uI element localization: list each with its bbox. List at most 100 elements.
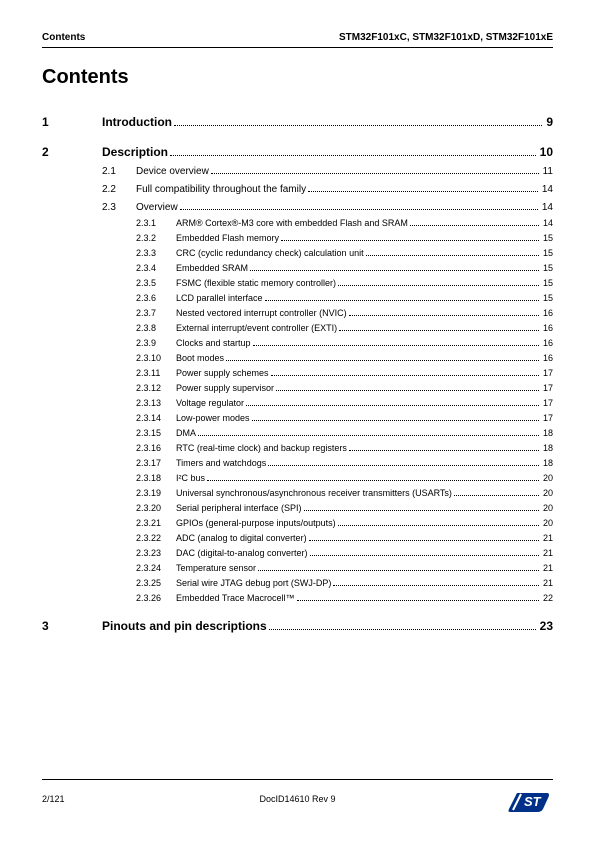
toc-entry-label-wrap: CRC (cyclic redundancy check) calculatio… (176, 248, 541, 258)
toc-entry[interactable]: 2.3.3CRC (cyclic redundancy check) calcu… (42, 248, 553, 258)
toc-entry-page: 16 (541, 308, 553, 318)
toc-entry-label: Power supply schemes (176, 368, 269, 378)
toc-leader-dots (339, 325, 539, 331)
toc-entry-number: 2.3.12 (136, 383, 176, 393)
toc-entry[interactable]: 2.3.7Nested vectored interrupt controlle… (42, 308, 553, 318)
toc-entry-page: 17 (541, 398, 553, 408)
toc-entry-page: 20 (541, 488, 553, 498)
toc-entry-label-wrap: LCD parallel interface (176, 293, 541, 303)
toc-leader-dots (349, 445, 539, 451)
toc-entry[interactable]: 2.3.23DAC (digital-to-analog converter)2… (42, 548, 553, 558)
toc-entry-label: LCD parallel interface (176, 293, 263, 303)
toc-entry-number: 2.3.8 (136, 323, 176, 333)
toc-leader-dots (276, 385, 539, 391)
toc-entry-number: 2.3.25 (136, 578, 176, 588)
toc-leader-dots (271, 370, 539, 376)
toc-entry-number: 2.3.20 (136, 503, 176, 513)
toc-entry-label: Nested vectored interrupt controller (NV… (176, 308, 347, 318)
toc-entry[interactable]: 2.3.11Power supply schemes17 (42, 368, 553, 378)
toc-entry[interactable]: 2.3.24Temperature sensor21 (42, 563, 553, 573)
toc-entry[interactable]: 2.3.14Low-power modes17 (42, 413, 553, 423)
toc-entry-label: External interrupt/event controller (EXT… (176, 323, 337, 333)
footer-doc-id: DocID14610 Rev 9 (259, 794, 335, 804)
toc-leader-dots (170, 148, 536, 156)
toc-entry[interactable]: 2.3.15DMA 18 (42, 428, 553, 438)
toc-entry-number: 2.3.4 (136, 263, 176, 273)
toc-entry[interactable]: 2.3.17Timers and watchdogs18 (42, 458, 553, 468)
toc-leader-dots (310, 550, 539, 556)
toc-entry-number: 2.3.9 (136, 338, 176, 348)
header-right: STM32F101xC, STM32F101xD, STM32F101xE (339, 32, 553, 43)
toc-entry[interactable]: 2.3.12Power supply supervisor17 (42, 383, 553, 393)
toc-entry-page: 18 (541, 428, 553, 438)
toc-entry-label: DMA (176, 428, 196, 438)
toc-entry-page: 20 (541, 503, 553, 513)
toc-entry-label-wrap: Device overview (136, 166, 541, 177)
toc-entry[interactable]: 2.3.5FSMC (flexible static memory contro… (42, 278, 553, 288)
toc-entry-number: 2.2 (102, 184, 136, 195)
toc-entry-page: 21 (541, 563, 553, 573)
toc-entry-label: Full compatibility throughout the family (136, 184, 306, 195)
toc-entry[interactable]: 2.3.21GPIOs (general-purpose inputs/outp… (42, 518, 553, 528)
toc-entry[interactable]: 2.3.6LCD parallel interface15 (42, 293, 553, 303)
toc-entry[interactable]: 2.2Full compatibility throughout the fam… (42, 184, 553, 195)
toc-leader-dots (269, 622, 536, 630)
toc-entry-number: 2.3.15 (136, 428, 176, 438)
toc-entry-number: 2.3.7 (136, 308, 176, 318)
toc-entry-label: Universal synchronous/asynchronous recei… (176, 488, 452, 498)
toc-entry[interactable]: 2.3.4Embedded SRAM15 (42, 263, 553, 273)
toc-entry[interactable]: 1Introduction9 (42, 115, 553, 129)
toc-entry-label-wrap: Voltage regulator (176, 398, 541, 408)
toc-leader-dots (410, 220, 539, 226)
toc-entry-number: 1 (42, 115, 102, 129)
toc-entry-number: 2.3.14 (136, 413, 176, 423)
toc-entry-label-wrap: Serial peripheral interface (SPI) (176, 503, 541, 513)
toc-entry-label-wrap: Power supply supervisor (176, 383, 541, 393)
toc-entry[interactable]: 2.3.10Boot modes16 (42, 353, 553, 363)
toc-entry[interactable]: 3Pinouts and pin descriptions23 (42, 619, 553, 633)
page-title: Contents (42, 66, 553, 89)
toc-entry[interactable]: 2.3.18I²C bus20 (42, 473, 553, 483)
toc-leader-dots (265, 295, 539, 301)
toc-entry-number: 2.3.21 (136, 518, 176, 528)
toc-leader-dots (309, 535, 539, 541)
toc-entry-number: 2.3.2 (136, 233, 176, 243)
toc-entry[interactable]: 2.3.9Clocks and startup16 (42, 338, 553, 348)
toc-entry[interactable]: 2.3.22ADC (analog to digital converter)2… (42, 533, 553, 543)
toc-entry[interactable]: 2.3.25Serial wire JTAG debug port (SWJ-D… (42, 578, 553, 588)
toc-entry[interactable]: 2.3.2Embedded Flash memory15 (42, 233, 553, 243)
toc-entry[interactable]: 2.3.16RTC (real-time clock) and backup r… (42, 443, 553, 453)
toc-entry-page: 10 (538, 145, 553, 159)
toc-entry-page: 11 (541, 166, 553, 177)
toc-entry[interactable]: 2.3.1ARM® Cortex®-M3 core with embedded … (42, 218, 553, 228)
toc-entry[interactable]: 2.1Device overview11 (42, 166, 553, 177)
toc-entry-label: Overview (136, 202, 178, 213)
toc-entry[interactable]: 2.3Overview14 (42, 202, 553, 213)
toc-entry-page: 9 (544, 115, 553, 129)
toc-entry-label: Embedded SRAM (176, 263, 248, 273)
toc-entry-label: Description (102, 145, 168, 159)
toc-entry[interactable]: 2Description10 (42, 145, 553, 159)
toc-entry-label: CRC (cyclic redundancy check) calculatio… (176, 248, 364, 258)
toc-entry-page: 18 (541, 458, 553, 468)
toc-leader-dots (338, 520, 539, 526)
toc-entry-label-wrap: Timers and watchdogs (176, 458, 541, 468)
toc-entry-page: 21 (541, 548, 553, 558)
toc-entry-label-wrap: Boot modes (176, 353, 541, 363)
toc-leader-dots (366, 250, 539, 256)
toc-entry-number: 2.3.10 (136, 353, 176, 363)
toc-entry-label: Boot modes (176, 353, 224, 363)
toc-entry-page: 21 (541, 578, 553, 588)
toc-entry-label: Power supply supervisor (176, 383, 274, 393)
toc-entry[interactable]: 2.3.19Universal synchronous/asynchronous… (42, 488, 553, 498)
toc-entry-page: 14 (541, 218, 553, 228)
toc-entry[interactable]: 2.3.13Voltage regulator17 (42, 398, 553, 408)
toc-entry[interactable]: 2.3.26Embedded Trace Macrocell™22 (42, 593, 553, 603)
toc-entry-page: 15 (541, 293, 553, 303)
toc-entry[interactable]: 2.3.8External interrupt/event controller… (42, 323, 553, 333)
toc-entry-label-wrap: Low-power modes (176, 413, 541, 423)
header-left: Contents (42, 32, 85, 43)
toc-entry-label: I²C bus (176, 473, 205, 483)
toc-entry-label-wrap: External interrupt/event controller (EXT… (176, 323, 541, 333)
toc-entry[interactable]: 2.3.20Serial peripheral interface (SPI)2… (42, 503, 553, 513)
